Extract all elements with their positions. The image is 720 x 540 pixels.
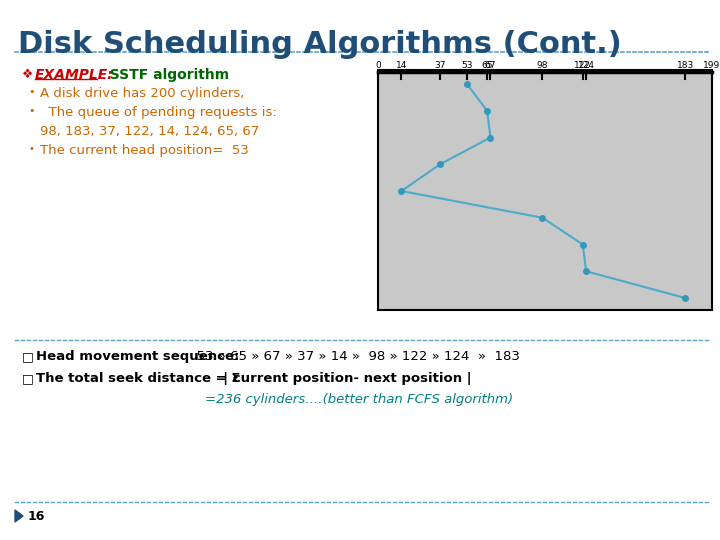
FancyBboxPatch shape	[378, 70, 712, 310]
Polygon shape	[15, 510, 23, 522]
Text: •: •	[28, 87, 35, 97]
Text: 16: 16	[28, 510, 45, 523]
Text: •: •	[28, 106, 35, 116]
Text: 0: 0	[375, 61, 381, 70]
Text: □: □	[22, 372, 34, 385]
Text: 67: 67	[485, 61, 496, 70]
Text: 98: 98	[536, 61, 548, 70]
Text: SSTF algorithm: SSTF algorithm	[100, 68, 229, 82]
Text: ❖: ❖	[22, 68, 33, 81]
Text: EXAMPLE:: EXAMPLE:	[35, 68, 114, 82]
Text: 37: 37	[434, 61, 446, 70]
Text: □: □	[22, 350, 34, 363]
Text: 53: 53	[462, 61, 473, 70]
Text: 183: 183	[677, 61, 694, 70]
Text: Head movement sequence:: Head movement sequence:	[36, 350, 239, 363]
Text: Disk Scheduling Algorithms (Cont.): Disk Scheduling Algorithms (Cont.)	[18, 30, 622, 59]
Text: 98, 183, 37, 122, 14, 124, 65, 67: 98, 183, 37, 122, 14, 124, 65, 67	[40, 125, 259, 138]
Text: =236 cylinders….(better than FCFS algorithm): =236 cylinders….(better than FCFS algori…	[205, 393, 513, 406]
Text: 53 » 65 » 67 » 37 » 14 »  98 » 122 » 124  »  183: 53 » 65 » 67 » 37 » 14 » 98 » 122 » 124 …	[188, 350, 520, 363]
Text: 65: 65	[482, 61, 493, 70]
Text: The queue of pending requests is:: The queue of pending requests is:	[40, 106, 276, 119]
Text: The current head position=  53: The current head position= 53	[40, 144, 248, 157]
Text: 124: 124	[577, 61, 595, 70]
Text: A disk drive has 200 cylinders,: A disk drive has 200 cylinders,	[40, 87, 244, 100]
Text: 122: 122	[575, 61, 591, 70]
Text: The total seek distance = Σ: The total seek distance = Σ	[36, 372, 240, 385]
Text: •: •	[28, 144, 34, 154]
Text: 199: 199	[703, 61, 720, 70]
Text: 14: 14	[396, 61, 408, 70]
Text: | current position- next position |: | current position- next position |	[214, 372, 472, 385]
